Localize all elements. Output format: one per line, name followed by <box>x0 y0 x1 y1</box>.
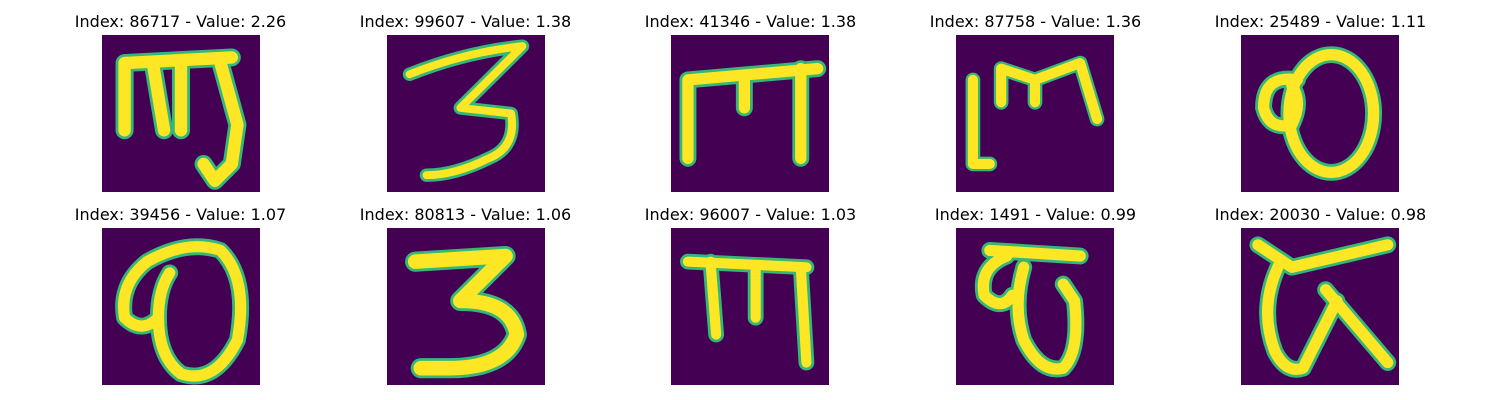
glyph-k-loop <box>1249 236 1397 378</box>
digit-image <box>102 228 260 385</box>
panel-title: Index: 80813 - Value: 1.06 <box>359 205 572 224</box>
panel-6: Index: 39456 - Value: 1.07 <box>38 193 323 385</box>
panel-title: Index: 99607 - Value: 1.38 <box>359 12 572 31</box>
panel-4: Index: 87758 - Value: 1.36 <box>893 0 1178 192</box>
panel-2: Index: 99607 - Value: 1.38 <box>323 0 608 192</box>
panel-title: Index: 96007 - Value: 1.03 <box>644 205 857 224</box>
panel-title: Index: 25489 - Value: 1.11 <box>1214 12 1427 31</box>
digit-image <box>956 228 1114 385</box>
glyph-mj <box>115 48 247 190</box>
glyph-m-bar2 <box>680 253 815 371</box>
panel-7: Index: 80813 - Value: 1.06 <box>323 193 608 385</box>
panel-3: Index: 41346 - Value: 1.38 <box>608 0 893 192</box>
glyph-l-bar <box>965 55 1105 172</box>
panel-1: Index: 86717 - Value: 2.26 <box>38 0 323 192</box>
panel-10: Index: 20030 - Value: 0.98 <box>1178 193 1463 385</box>
glyph-loop-o <box>1255 46 1383 181</box>
digit-image <box>102 35 260 192</box>
panel-9: Index: 1491 - Value: 0.99 <box>893 193 1178 385</box>
digit-image <box>671 228 829 385</box>
digit-image <box>671 35 829 192</box>
digit-image <box>1241 35 1399 192</box>
panel-title: Index: 1491 - Value: 0.99 <box>934 205 1137 224</box>
panel-title: Index: 39456 - Value: 1.07 <box>74 205 287 224</box>
panel-title: Index: 20030 - Value: 0.98 <box>1214 205 1427 224</box>
panel-8: Index: 96007 - Value: 1.03 <box>608 193 893 385</box>
glyph-m-bar <box>679 60 827 167</box>
digit-image <box>1241 228 1399 385</box>
glyph-loop-o2 <box>115 238 250 385</box>
digit-image <box>956 35 1114 192</box>
digit-image <box>387 228 545 385</box>
panel-title: Index: 41346 - Value: 1.38 <box>644 12 857 31</box>
glyph-loop-g <box>974 242 1089 378</box>
panel-5: Index: 25489 - Value: 1.11 <box>1178 0 1463 192</box>
panel-title: Index: 87758 - Value: 1.36 <box>929 12 1142 31</box>
digit-image <box>387 35 545 192</box>
glyph-three-thin <box>402 39 530 182</box>
panel-title: Index: 86717 - Value: 2.26 <box>74 12 287 31</box>
glyph-three-thick <box>405 245 527 379</box>
